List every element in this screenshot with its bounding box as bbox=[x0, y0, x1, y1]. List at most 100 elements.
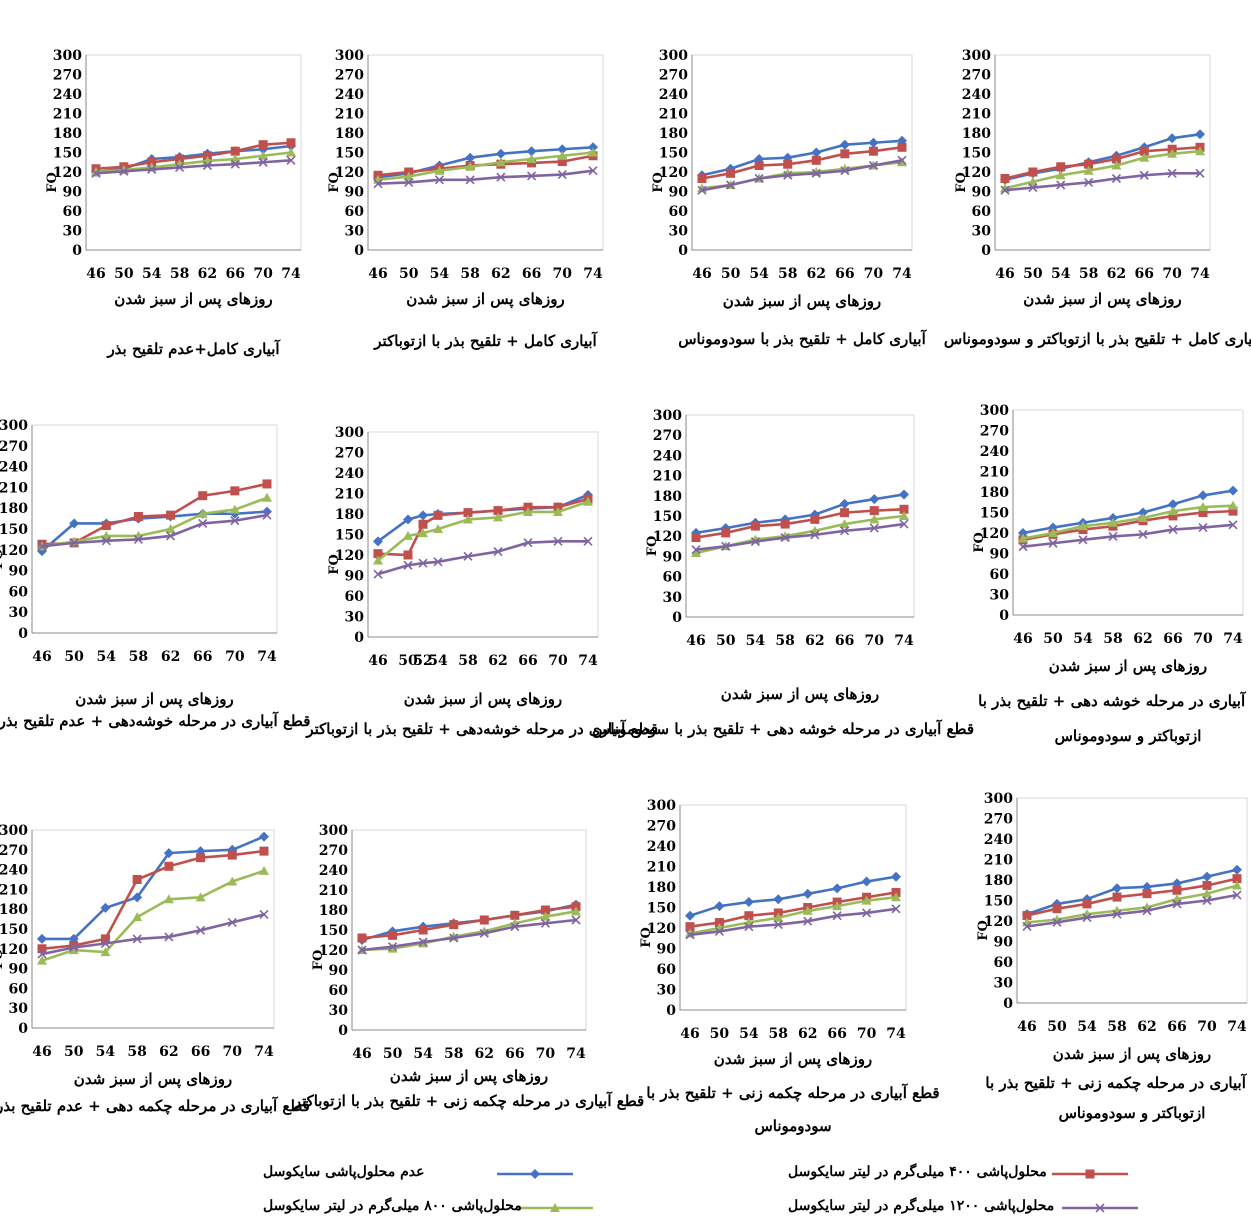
data-point bbox=[540, 918, 550, 928]
series-c800 bbox=[37, 492, 272, 551]
data-point bbox=[861, 876, 872, 887]
data-point bbox=[1112, 892, 1122, 902]
y-tick-label: 0 bbox=[678, 243, 688, 259]
chart-panel-11: 0 30 60 90 120 150 180 210 240 270 300 46 50 54 58 62 66… bbox=[618, 790, 940, 1190]
data-point bbox=[1232, 890, 1242, 900]
x-tick-label: 66 bbox=[835, 266, 854, 282]
y-tick-label: 0 bbox=[72, 243, 82, 259]
x-tick-label: 58 bbox=[170, 266, 189, 282]
data-point bbox=[839, 498, 850, 509]
series-none bbox=[685, 871, 901, 921]
data-point bbox=[868, 146, 878, 156]
data-point bbox=[571, 906, 581, 916]
data-point bbox=[196, 925, 206, 935]
series-c400 bbox=[691, 504, 909, 543]
legend-marker-c1200 bbox=[1062, 1203, 1138, 1213]
y-tick-label: 210 bbox=[653, 469, 682, 485]
data-point bbox=[493, 506, 503, 516]
data-point bbox=[175, 154, 185, 164]
data-point bbox=[1052, 898, 1062, 909]
y-tick-label: 270 bbox=[335, 446, 364, 462]
data-point bbox=[262, 479, 272, 489]
x-tick-label: 50 bbox=[1023, 266, 1043, 282]
data-point bbox=[164, 861, 174, 871]
data-point bbox=[403, 171, 414, 181]
data-point bbox=[832, 901, 843, 911]
data-point bbox=[523, 506, 533, 516]
chart-panel-8: 0 30 60 90 120 150 180 210 240 270 300 46 50 54 58 62 66… bbox=[945, 385, 1251, 785]
data-point bbox=[68, 933, 79, 944]
x-tick-label: 46 bbox=[368, 653, 387, 669]
data-point bbox=[404, 177, 414, 187]
data-point bbox=[862, 908, 872, 918]
y-tick-label: 270 bbox=[319, 843, 348, 859]
x-tick-label: 58 bbox=[775, 633, 794, 649]
x-tick-label: 54 bbox=[96, 1044, 116, 1060]
x-tick-label: 46 bbox=[686, 633, 705, 649]
data-point bbox=[463, 514, 473, 524]
y-tick-label: 240 bbox=[653, 448, 682, 464]
data-point bbox=[496, 172, 506, 182]
data-point bbox=[373, 555, 383, 565]
series-line bbox=[1026, 893, 1238, 928]
series-line bbox=[361, 910, 577, 952]
data-point bbox=[1139, 170, 1149, 180]
data-point bbox=[132, 892, 143, 903]
y-axis-label: FO bbox=[45, 172, 60, 193]
data-point bbox=[357, 945, 367, 955]
y-tick-label: 240 bbox=[647, 839, 676, 855]
series-line bbox=[701, 139, 903, 177]
y-tick-label: 210 bbox=[659, 107, 688, 123]
y-tick-label: 210 bbox=[980, 465, 1009, 481]
y-tick-label: 300 bbox=[653, 408, 682, 424]
y-tick-label: 0 bbox=[338, 1023, 348, 1039]
data-point bbox=[230, 516, 240, 526]
y-tick-label: 270 bbox=[53, 68, 82, 84]
x-axis-title: روزهای پس از سبز شدن bbox=[75, 690, 234, 708]
data-point bbox=[1078, 535, 1088, 545]
data-point bbox=[899, 511, 909, 520]
data-point bbox=[811, 155, 821, 165]
data-point bbox=[1198, 490, 1208, 501]
data-point bbox=[1056, 180, 1066, 190]
plot-area bbox=[367, 54, 604, 251]
data-point bbox=[1138, 529, 1148, 539]
data-point bbox=[202, 151, 212, 161]
data-point bbox=[1172, 899, 1182, 909]
chart-svg: 0 30 60 90 120 150 180 210 240 270 300 46 50 54 58 62 66… bbox=[954, 48, 1211, 282]
x-tick-label: 58 bbox=[458, 653, 477, 669]
data-point bbox=[526, 146, 537, 157]
data-point bbox=[387, 943, 398, 953]
x-tick-label: 46 bbox=[680, 1026, 699, 1042]
y-axis-label: FO bbox=[651, 172, 666, 193]
data-point bbox=[839, 139, 850, 150]
data-point bbox=[418, 528, 428, 538]
y-tick-label: 300 bbox=[0, 823, 28, 839]
data-point bbox=[773, 920, 783, 930]
data-point bbox=[840, 526, 850, 536]
series-line bbox=[1026, 884, 1238, 924]
data-point bbox=[465, 152, 476, 163]
data-point bbox=[780, 532, 790, 543]
data-point bbox=[527, 171, 537, 181]
data-point bbox=[1048, 538, 1058, 548]
data-point bbox=[1000, 174, 1010, 183]
data-point bbox=[773, 912, 784, 922]
y-tick-label: 120 bbox=[984, 914, 1013, 930]
data-point bbox=[588, 147, 598, 157]
legend-marker bbox=[530, 1169, 540, 1179]
data-point bbox=[403, 514, 413, 525]
chart-svg: 0 30 60 90 120 150 180 210 240 270 300 46 50 54 58 62 66… bbox=[976, 791, 1248, 1035]
chart-caption: آبیاری کامل + تلقیح بذر با ازتوباکتر و س… bbox=[943, 330, 1251, 348]
chart-caption: قطع آبیاری در مرحله خوشه دهی + تلقیح بذر… bbox=[978, 692, 1251, 710]
y-tick-label: 60 bbox=[990, 567, 1010, 583]
x-tick-label: 54 bbox=[142, 266, 162, 282]
y-tick-label: 180 bbox=[335, 507, 364, 523]
y-tick-label: 210 bbox=[962, 107, 991, 123]
x-tick-label: 50 bbox=[716, 633, 736, 649]
data-point bbox=[69, 942, 79, 953]
data-point bbox=[897, 142, 907, 152]
data-point bbox=[227, 917, 237, 927]
y-tick-label: 60 bbox=[669, 204, 689, 220]
